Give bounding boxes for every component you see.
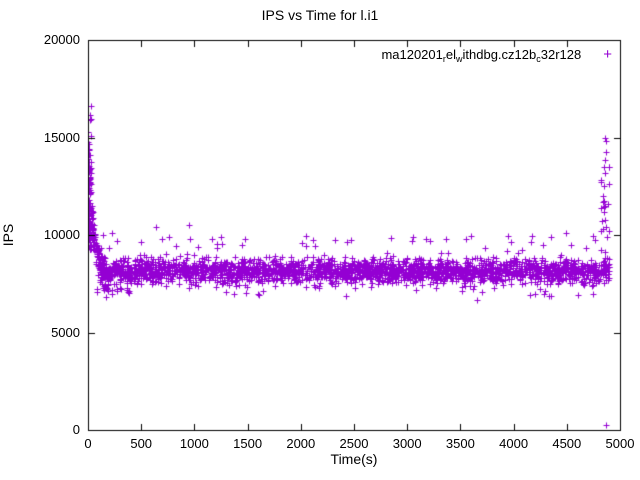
chart-title: IPS vs Time for l.i1	[261, 7, 379, 23]
legend-label-subscript: r	[442, 54, 446, 64]
y-axis-label: IPS	[0, 223, 16, 247]
legend-label-part: 32r128	[540, 47, 582, 62]
legend: ma120201relwithdbg.cz12bc32r128 +	[381, 46, 612, 64]
legend-label-part: el	[445, 47, 457, 62]
legend-label-part: ma120201	[381, 47, 443, 62]
legend-label-subscript: w	[456, 54, 463, 64]
legend-point-marker-icon: +	[603, 46, 612, 63]
legend-series-label: ma120201relwithdbg.cz12bc32r128	[381, 47, 582, 64]
legend-label-part: ithdbg.cz12b	[462, 47, 537, 62]
x-axis-label: Time(s)	[330, 451, 378, 467]
legend-label-subscript: c	[536, 54, 541, 64]
